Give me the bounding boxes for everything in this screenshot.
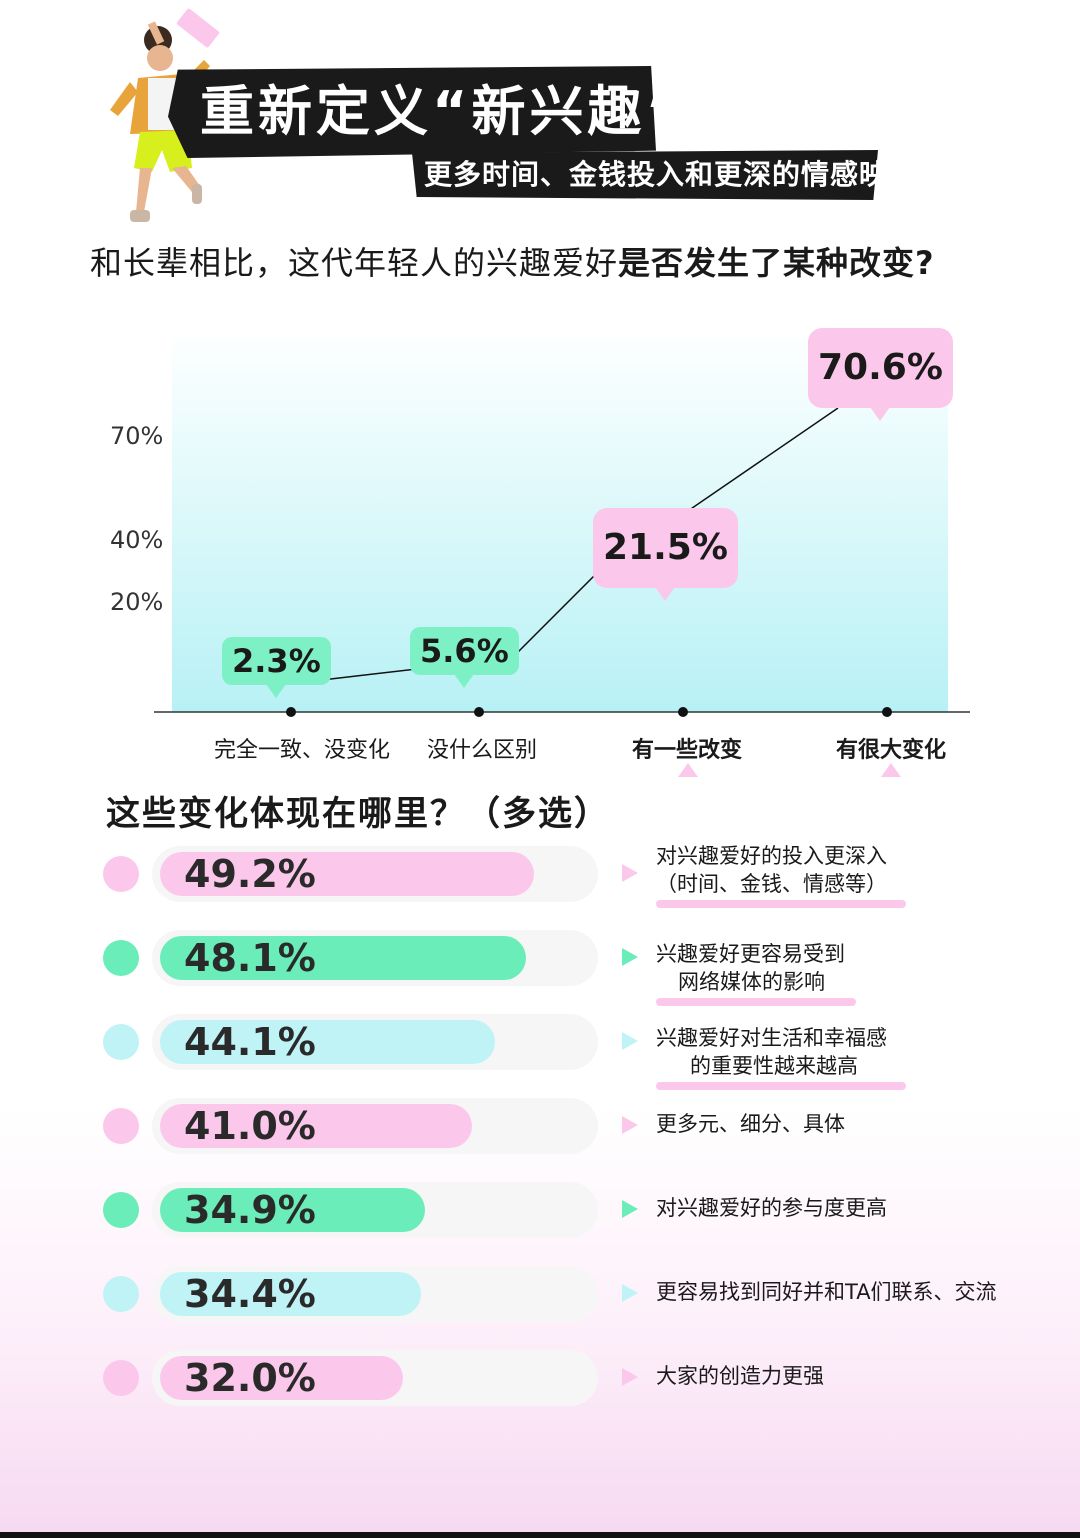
- data-point: [678, 707, 688, 717]
- page-title: 重新定义“新兴趣”: [200, 80, 685, 143]
- title-plate: [168, 66, 656, 158]
- arrow-right-icon: [622, 1200, 638, 1218]
- legend-dot: [103, 1108, 139, 1144]
- section-title: 这些变化体现在哪里？（多选）: [106, 794, 610, 834]
- x-tick-label: 有一些改变: [632, 738, 743, 763]
- page-subtitle: 更多时间、金钱投入和更深的情感映射: [424, 158, 918, 191]
- bar-value-label: 34.9%: [184, 1188, 316, 1232]
- legend-dot: [103, 1360, 139, 1396]
- desc-line: （时间、金钱、情感等）: [656, 872, 887, 896]
- bar: [160, 852, 534, 896]
- bar-value-label: 48.1%: [184, 936, 316, 980]
- data-label-text: 5.6%: [420, 632, 509, 670]
- x-tick-label: 有很大变化: [836, 738, 947, 763]
- bar-value-label: 44.1%: [184, 1020, 316, 1064]
- data-point: [474, 707, 484, 717]
- legend-dot: [103, 940, 139, 976]
- bar-row: 48.1% 兴趣爱好更容易受到 网络媒体的影响: [0, 926, 1080, 1006]
- bar-value-label: 49.2%: [184, 852, 316, 896]
- desc-line: 网络媒体的影响: [678, 970, 825, 994]
- arrow-right-icon: [622, 1284, 638, 1302]
- bar: [160, 936, 526, 980]
- desc-line: 兴趣爱好更容易受到: [656, 942, 845, 966]
- bottom-border: [0, 1532, 1080, 1538]
- data-label-text: 21.5%: [603, 527, 728, 568]
- bar-description: 更容易找到同好并和TA们联系、交流: [656, 1278, 997, 1306]
- triangle-pointer-icon: [881, 763, 901, 777]
- underline: [656, 998, 856, 1006]
- data-label-text: 2.3%: [232, 642, 321, 680]
- bar: [160, 1272, 422, 1316]
- bar-description: 兴趣爱好更容易受到 网络媒体的影响: [656, 940, 856, 1006]
- bar: [160, 1188, 426, 1232]
- desc-line: 大家的创造力更强: [656, 1364, 824, 1388]
- bar-description: 对兴趣爱好的投入更深入 （时间、金钱、情感等）: [656, 842, 906, 908]
- x-tick-label: 没什么区别: [427, 738, 538, 763]
- bar-value-label: 34.4%: [184, 1272, 316, 1316]
- bar: [160, 1356, 404, 1400]
- question-part1: 和长辈相比，这代年轻人的兴趣爱好: [90, 244, 619, 282]
- legend-dot: [103, 1276, 139, 1312]
- data-point: [286, 707, 296, 717]
- bar-description: 兴趣爱好对生活和幸福感 的重要性越来越高: [656, 1024, 906, 1090]
- question-heading: 和长辈相比，这代年轻人的兴趣爱好是否发生了某种改变?: [90, 238, 935, 284]
- arrow-right-icon: [622, 1368, 638, 1386]
- bar-description: 更多元、细分、具体: [656, 1110, 845, 1138]
- y-tick-label: 40%: [110, 526, 164, 554]
- bar-value-label: 32.0%: [184, 1356, 316, 1400]
- legend-dot: [103, 856, 139, 892]
- arrow-right-icon: [622, 1032, 638, 1050]
- bar-description: 大家的创造力更强: [656, 1362, 824, 1390]
- desc-line: 的重要性越来越高: [690, 1054, 858, 1078]
- underline: [656, 900, 906, 908]
- legend-dot: [103, 1024, 139, 1060]
- bar-value-label: 41.0%: [184, 1104, 316, 1148]
- y-tick-label: 70%: [110, 422, 164, 450]
- bar-row: 32.0% 大家的创造力更强: [0, 1346, 1080, 1410]
- bar-row: 49.2% 对兴趣爱好的投入更深入 （时间、金钱、情感等）: [0, 842, 1080, 908]
- data-point: [882, 707, 892, 717]
- bar-row: 34.4% 更容易找到同好并和TA们联系、交流: [0, 1262, 1080, 1326]
- bar: [160, 1104, 472, 1148]
- data-label: 2.3%: [222, 637, 331, 698]
- desc-line: 更多元、细分、具体: [656, 1112, 845, 1136]
- arrow-right-icon: [622, 864, 638, 882]
- data-label: 21.5%: [593, 508, 738, 601]
- bar-row: 41.0% 更多元、细分、具体: [0, 1094, 1080, 1158]
- desc-line: 对兴趣爱好的投入更深入: [656, 844, 887, 868]
- question-part2: 是否发生了某种改变?: [618, 244, 935, 282]
- bar-row: 44.1% 兴趣爱好对生活和幸福感 的重要性越来越高: [0, 1010, 1080, 1090]
- bar: [160, 1020, 496, 1064]
- desc-line: 对兴趣爱好的参与度更高: [656, 1196, 887, 1220]
- arrow-right-icon: [622, 948, 638, 966]
- desc-line: 兴趣爱好对生活和幸福感: [656, 1026, 887, 1050]
- arrow-right-icon: [622, 1116, 638, 1134]
- data-label: 5.6%: [410, 627, 519, 688]
- x-tick-label: 完全一致、没变化: [214, 738, 391, 763]
- data-label-text: 70.6%: [818, 347, 943, 388]
- bar-description: 对兴趣爱好的参与度更高: [656, 1194, 887, 1222]
- underline: [656, 1082, 906, 1090]
- subtitle-plate: [412, 150, 878, 200]
- y-tick-label: 20%: [110, 588, 164, 616]
- legend-dot: [103, 1192, 139, 1228]
- data-label: 70.6%: [808, 328, 953, 421]
- bar-row: 34.9% 对兴趣爱好的参与度更高: [0, 1178, 1080, 1242]
- desc-line: 更容易找到同好并和TA们联系、交流: [656, 1280, 997, 1304]
- triangle-pointer-icon: [678, 763, 698, 777]
